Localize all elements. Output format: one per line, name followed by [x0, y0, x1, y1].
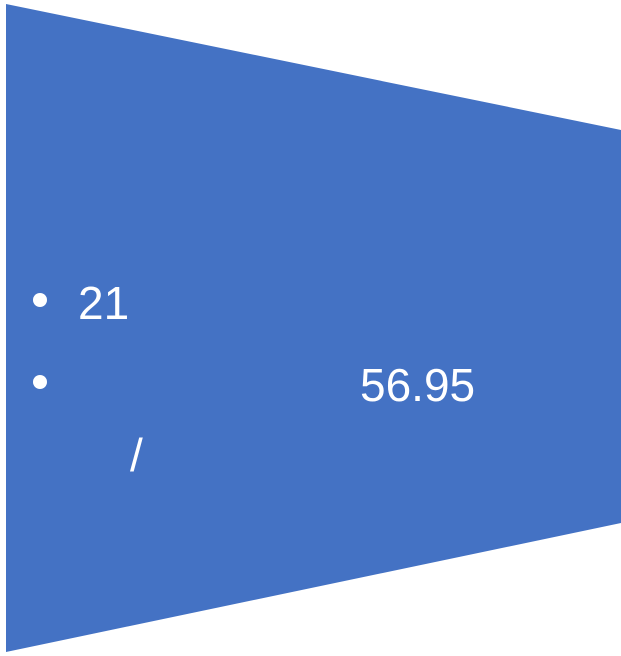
bullet-dot-1: [33, 293, 47, 307]
bullet-text-2-continuation: /: [130, 429, 143, 481]
bullet-text-1: 21: [78, 277, 130, 329]
bullet-text-2: 56.95: [360, 359, 476, 411]
bullet-dot-2: [33, 375, 47, 389]
trapezoid-fill: [6, 4, 621, 652]
